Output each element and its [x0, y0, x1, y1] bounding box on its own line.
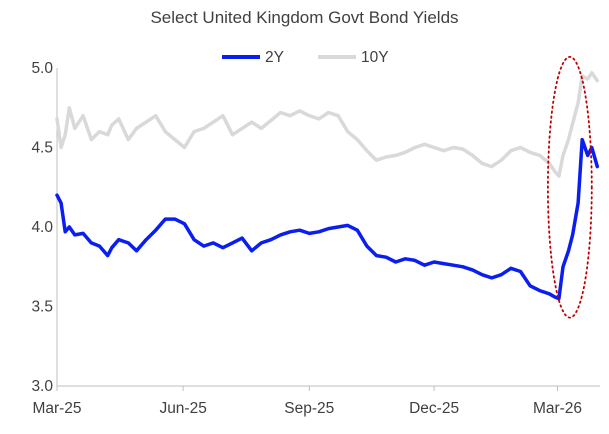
- x-tick-label: Mar-25: [32, 400, 81, 417]
- x-tick-label: Sep-25: [284, 400, 334, 417]
- x-tick-label: Jun-25: [159, 400, 206, 417]
- legend: 2Y 10Y: [222, 49, 389, 66]
- y-tick-label: 4.0: [31, 219, 53, 236]
- annotation-layer: [546, 55, 593, 319]
- y-tick-label: 3.0: [31, 378, 53, 395]
- y-tick-label: 3.5: [31, 299, 53, 316]
- x-tick-label: Mar-26: [533, 400, 582, 417]
- y-tick-label: 4.5: [31, 140, 53, 157]
- x-tick-label: Dec-25: [409, 400, 459, 417]
- y-tick-label: 5.0: [31, 60, 53, 77]
- series-layer: [55, 71, 600, 301]
- legend-label-10y: 10Y: [361, 49, 389, 66]
- legend-label-2y: 2Y: [265, 49, 284, 66]
- series-line-2y: [55, 137, 600, 301]
- chart-title: Select United Kingdom Govt Bond Yields: [150, 8, 459, 27]
- highlight-ellipse: [546, 55, 593, 319]
- chart-axes: 3.0 3.5 4.0 4.5 5.0 Mar-25 Jun-25 Sep-25 Dec-25 M…: [31, 60, 600, 417]
- series-line-10y: [55, 71, 600, 178]
